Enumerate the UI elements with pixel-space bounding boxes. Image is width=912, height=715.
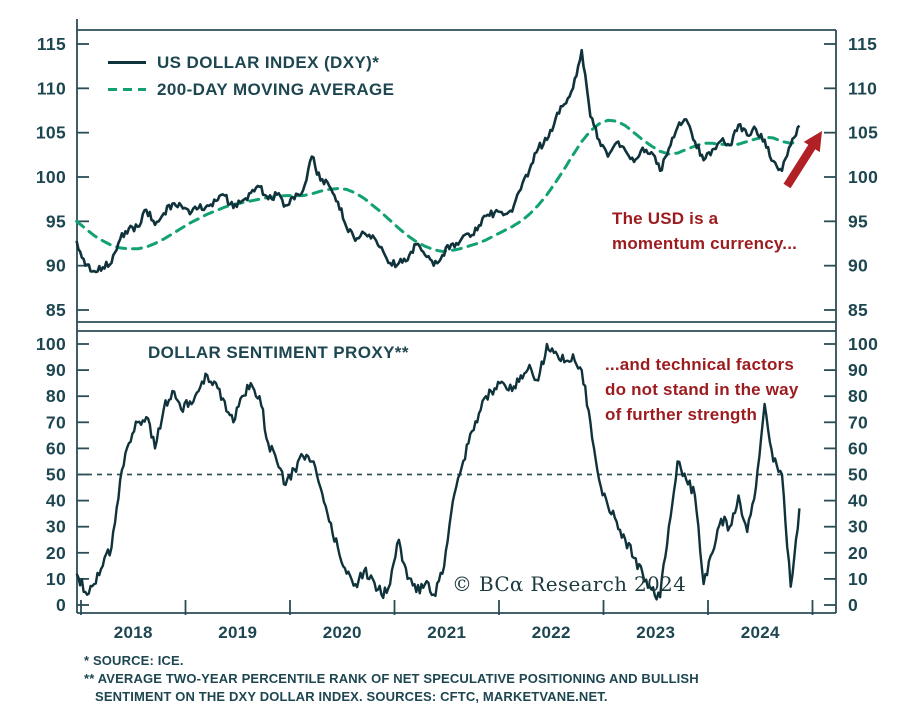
year-label: 2024 (741, 623, 780, 642)
year-label: 2018 (114, 623, 153, 642)
legend-item-dxy: US DOLLAR INDEX (DXY)* (108, 49, 394, 76)
bottom-panel-right-tick-label: 10 (848, 569, 868, 589)
footnote-source-ice: * SOURCE: ICE. (84, 653, 184, 668)
top-panel-right-tick-label: 105 (848, 123, 878, 143)
top-panel-left-tick-label: 100 (36, 167, 66, 187)
bottom-panel-title: DOLLAR SENTIMENT PROXY** (148, 343, 409, 362)
annotation-usd-momentum: The USD is a momentum currency... (612, 206, 797, 256)
bottom-panel-right-tick-label: 90 (848, 360, 868, 380)
bottom-panel-right-tick-label: 40 (848, 491, 868, 511)
bottom-panel-left-tick-label: 40 (46, 491, 66, 511)
year-label: 2022 (532, 623, 571, 642)
bottom-panel-left-tick-label: 100 (36, 334, 66, 354)
moving-average-line (75, 118, 801, 254)
year-label: 2021 (427, 623, 466, 642)
top-panel-left-tick-label: 105 (36, 123, 66, 143)
bottom-panel-left-tick-label: 10 (46, 569, 66, 589)
top-panel-left-tick-label: 115 (37, 34, 66, 54)
top-panel-left-tick-label: 85 (46, 300, 66, 320)
bottom-panel-left-tick-label: 0 (56, 595, 66, 615)
bottom-panel-right-tick-label: 0 (848, 595, 858, 615)
bottom-panel-left-tick-label: 20 (46, 543, 66, 563)
bottom-panel-right-tick-label: 100 (848, 334, 878, 354)
dxy-line-swatch (108, 61, 146, 64)
trend-arrow-icon (783, 131, 822, 189)
bottom-panel-left-tick-label: 70 (46, 412, 66, 432)
legend-label-dxy: US DOLLAR INDEX (DXY)* (157, 52, 380, 72)
top-panel-right-tick-label: 100 (848, 167, 878, 187)
bottom-panel-left-tick-label: 80 (46, 386, 66, 406)
year-label: 2023 (636, 623, 675, 642)
bottom-panel-right-tick-label: 20 (848, 543, 868, 563)
legend-label-moving-average: 200-DAY MOVING AVERAGE (157, 79, 395, 99)
top-panel-right-tick-label: 115 (848, 34, 877, 54)
bottom-panel-left-tick-label: 50 (46, 465, 66, 485)
year-label: 2019 (218, 623, 257, 642)
bottom-panel-right-tick-label: 50 (848, 465, 868, 485)
top-panel-right-tick-label: 85 (848, 300, 868, 320)
annotation-usd-momentum-line1: The USD is a (612, 209, 719, 228)
bottom-panel-left-tick-label: 90 (46, 360, 66, 380)
top-panel-left-tick-label: 90 (46, 256, 66, 276)
footnote-sentiment-sources: SENTIMENT ON THE DXY DOLLAR INDEX. SOURC… (95, 689, 608, 704)
sentiment-line (75, 342, 801, 601)
bottom-panel-left-tick-label: 30 (46, 517, 66, 537)
dxy-line (75, 48, 801, 274)
annotation-technical-factors-line1: ...and technical factors (605, 355, 795, 374)
bottom-panel-right-tick-label: 70 (848, 412, 868, 432)
top-panel-left-tick-label: 95 (46, 211, 66, 231)
top-panel-left-tick-label: 110 (37, 78, 66, 98)
footnote-sentiment-definition: ** AVERAGE TWO-YEAR PERCENTILE RANK OF N… (84, 671, 699, 686)
year-label: 2020 (323, 623, 362, 642)
annotation-technical-factors: ...and technical factors do not stand in… (605, 352, 799, 427)
bottom-panel-right-tick-label: 30 (848, 517, 868, 537)
copyright-notice: © BCα Research 2024 (452, 572, 687, 596)
top-panel-right-tick-label: 90 (848, 256, 868, 276)
ma-line-swatch (108, 87, 146, 92)
source-footnotes: * SOURCE: ICE. ** AVERAGE TWO-YEAR PERCE… (84, 652, 699, 706)
annotation-technical-factors-line2: do not stand in the way (605, 380, 799, 399)
bottom-panel-right-tick-label: 60 (848, 438, 868, 458)
annotation-technical-factors-line3: of further strength (605, 405, 758, 424)
bottom-panel-right-tick-label: 80 (848, 386, 868, 406)
legend-item-moving-average: 200-DAY MOVING AVERAGE (108, 76, 394, 103)
bottom-panel-left-tick-label: 60 (46, 438, 66, 458)
top-panel-right-tick-label: 110 (848, 78, 877, 98)
annotation-usd-momentum-line2: momentum currency... (612, 234, 798, 253)
chart-legend: US DOLLAR INDEX (DXY)* 200-DAY MOVING AV… (108, 49, 394, 103)
top-panel-right-tick-label: 95 (848, 211, 868, 231)
